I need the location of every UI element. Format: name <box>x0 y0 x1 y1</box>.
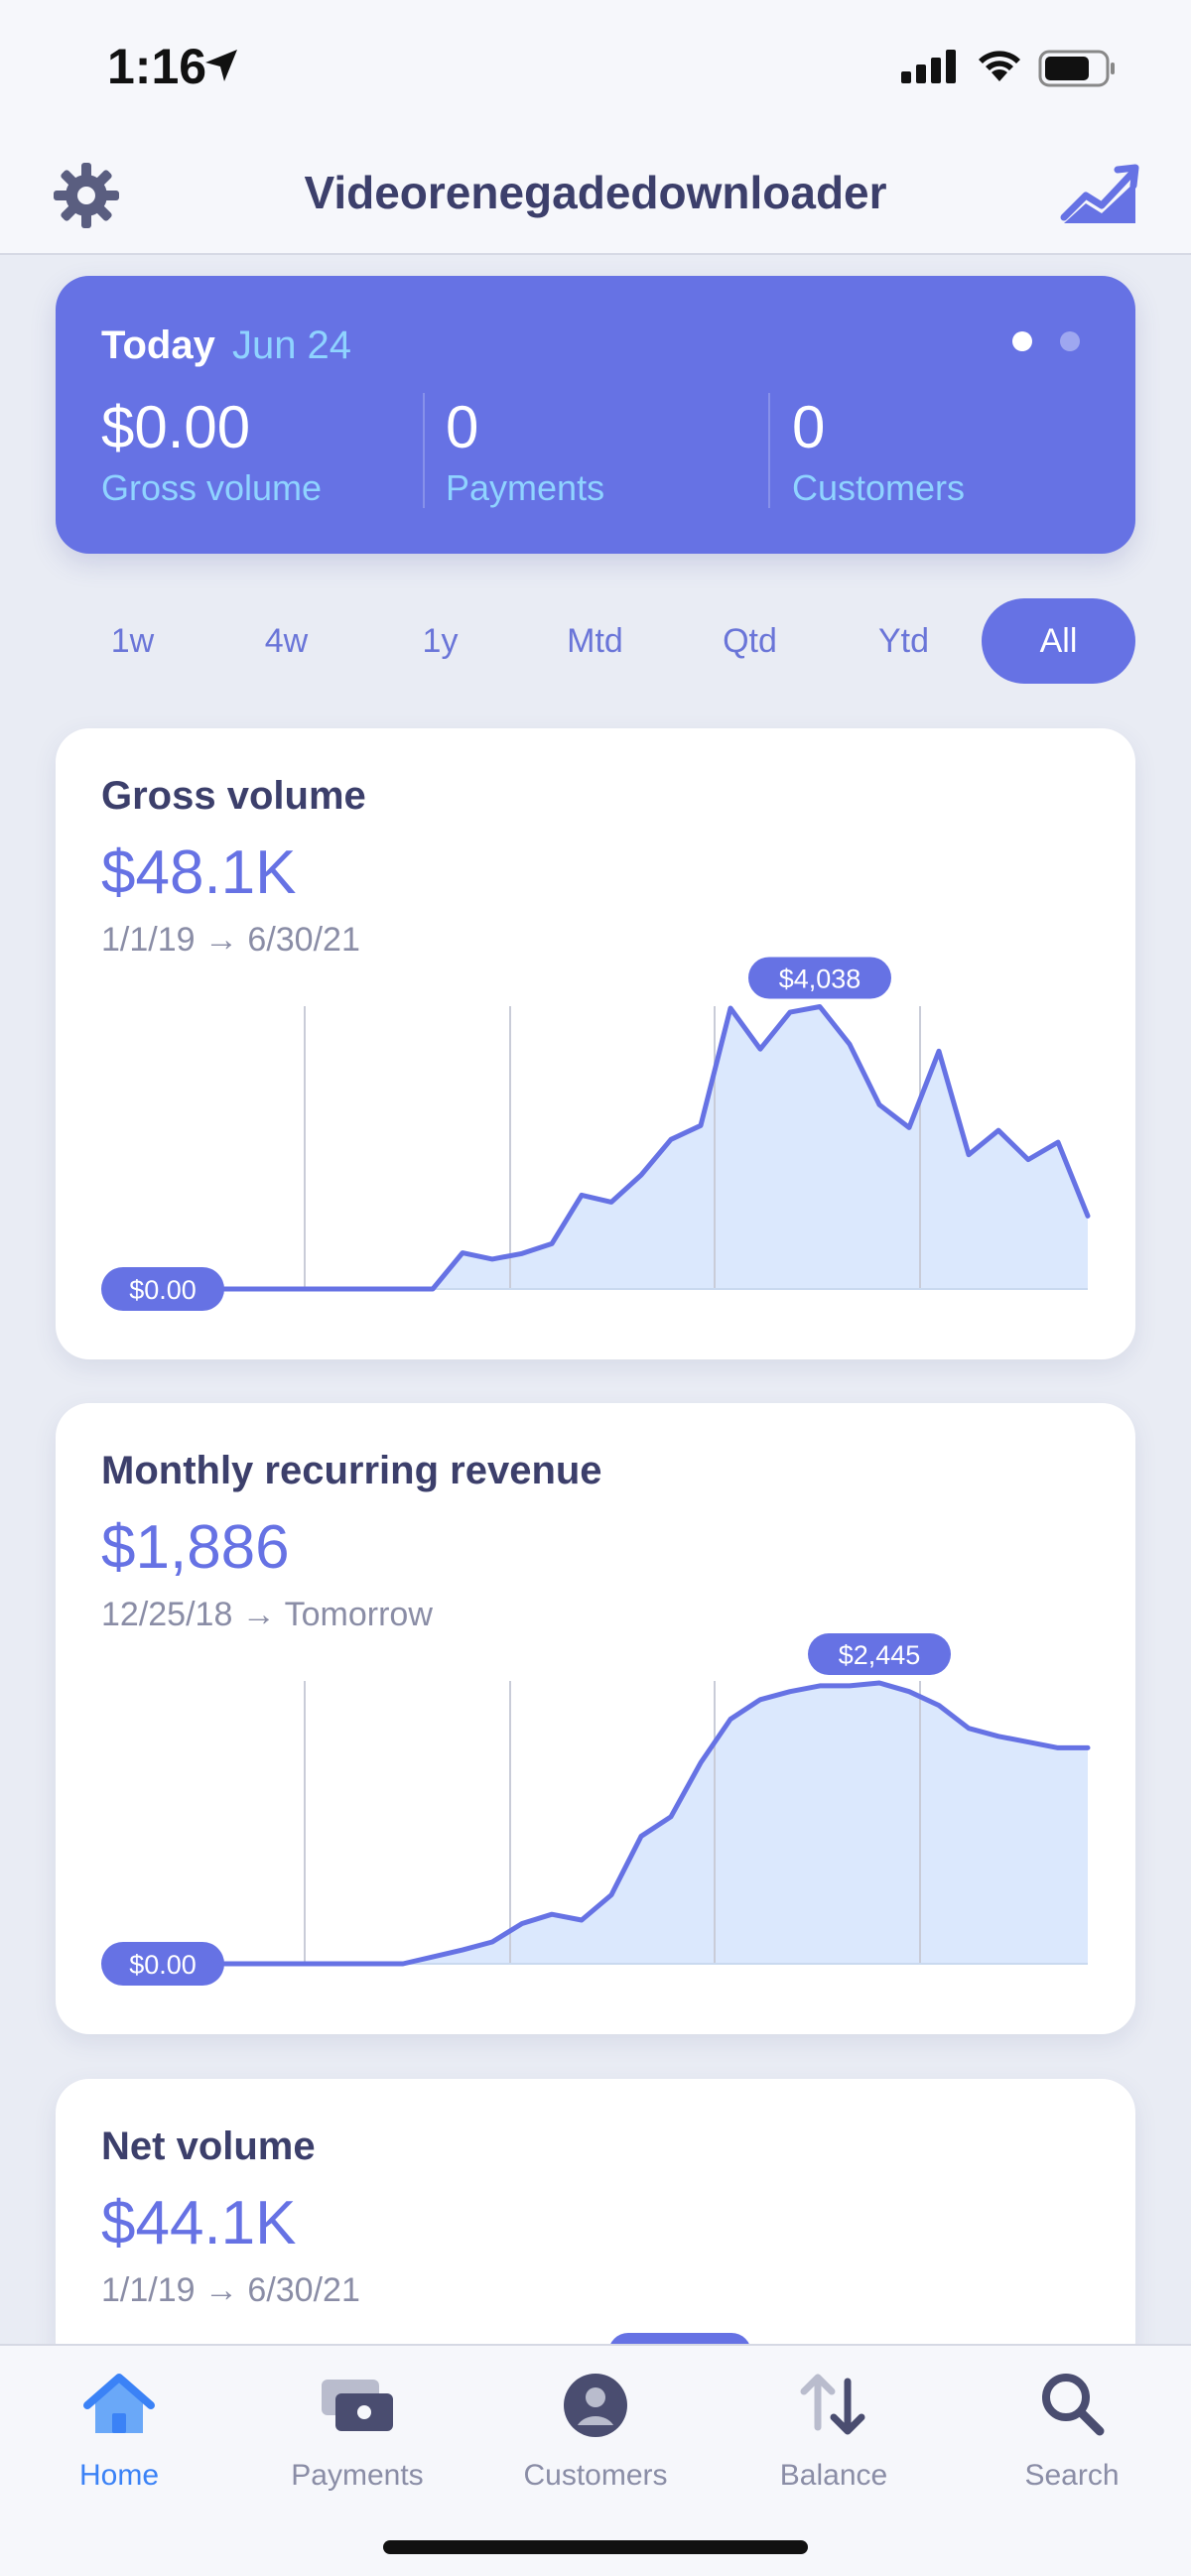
range-all-button[interactable]: All <box>982 598 1135 684</box>
status-bar: 1:16 <box>0 0 1191 134</box>
today-label: Today <box>101 323 215 367</box>
settings-gear-icon[interactable] <box>52 161 121 230</box>
range-1w-button[interactable]: 1w <box>110 622 155 660</box>
card-title: Net volume <box>101 2125 316 2168</box>
card-date-range: 1/1/19 → 6/30/21 <box>101 921 360 959</box>
gross-volume-chart: $0.00 $4,038 <box>101 957 1091 1311</box>
net-volume-chart-peek <box>608 2333 751 2373</box>
mrr-card[interactable]: Monthly recurring revenue $1,886 12/25/1… <box>56 1403 1135 2034</box>
chart-min-label: $0.00 <box>101 1267 224 1311</box>
card-title: Monthly recurring revenue <box>101 1449 602 1492</box>
trending-chart-icon[interactable] <box>1060 158 1139 227</box>
today-heading: Today Jun 24 <box>101 323 351 368</box>
today-customers-label: Customers <box>792 467 966 508</box>
tab-search[interactable]: Search <box>953 2346 1191 2505</box>
tab-label: Payments <box>291 2459 424 2492</box>
tab-balance[interactable]: Balance <box>715 2346 953 2505</box>
card-value: $44.1K <box>101 2189 297 2257</box>
chart-peak-pill <box>808 1633 951 1675</box>
cellular-signal-icon <box>901 50 956 83</box>
today-gross-volume-value: $0.00 <box>101 394 251 460</box>
tab-payments[interactable]: Payments <box>238 2346 476 2505</box>
payments-icon <box>322 2380 393 2431</box>
card-value: $48.1K <box>101 838 297 907</box>
chart-peak-text: $4,038 <box>779 964 861 993</box>
chart-peak-label: $2,445 <box>808 1633 951 1675</box>
tab-label: Balance <box>779 2459 888 2492</box>
today-summary-card[interactable]: Today Jun 24 $0.00 Gross volume 0 Paymen… <box>56 276 1135 554</box>
wifi-icon <box>979 51 1020 81</box>
range-mtd-button[interactable]: Mtd <box>567 622 623 660</box>
page-indicator[interactable] <box>1012 331 1080 351</box>
tab-home[interactable]: Home <box>0 2346 238 2505</box>
chart-area-fill <box>224 1006 1088 1289</box>
search-icon <box>1042 2374 1105 2436</box>
chart-peak-pill <box>748 957 891 999</box>
gross-volume-card[interactable]: Gross volume $48.1K 1/1/19 → 6/30/21 $0.… <box>56 728 1135 1359</box>
tab-label: Customers <box>523 2459 668 2492</box>
status-time: 1:16 <box>107 39 207 94</box>
stat-divider <box>768 393 770 508</box>
chart-series-line <box>221 1004 1091 1292</box>
chart-min-pill <box>101 1267 224 1311</box>
range-1y-button[interactable]: 1y <box>422 622 459 660</box>
net-volume-card[interactable]: Net volume $44.1K 1/1/19 → 6/30/21 <box>56 2079 1135 2377</box>
today-customers: 0 Customers <box>792 393 965 509</box>
balance-icon <box>800 2374 865 2435</box>
customer-icon <box>564 2374 627 2437</box>
navigation-bar: Videorenegadedownloader <box>0 134 1191 255</box>
chart-min-label: $0.00 <box>101 1942 224 1986</box>
tab-label: Search <box>1024 2459 1120 2492</box>
chart-peak-label: $4,038 <box>748 957 891 999</box>
chart-min-text: $0.00 <box>129 1950 197 1980</box>
tab-customers[interactable]: Customers <box>476 2346 715 2505</box>
home-icon <box>83 2374 155 2433</box>
home-indicator[interactable] <box>383 2540 808 2554</box>
today-customers-value: 0 <box>792 394 826 460</box>
chart-min-pill <box>101 1942 224 1986</box>
tab-bar: Home Payments Customers Balance Search <box>0 2344 1191 2576</box>
tab-label: Home <box>78 2459 160 2492</box>
location-arrow-icon <box>205 50 237 81</box>
today-payments-label: Payments <box>446 467 605 508</box>
app-title: Videorenegadedownloader <box>304 167 887 218</box>
chart-min-text: $0.00 <box>129 1275 197 1305</box>
card-title: Gross volume <box>101 774 366 818</box>
today-date: Jun 24 <box>231 323 352 367</box>
page-dot-active <box>1012 331 1032 351</box>
chart-area-fill <box>224 1683 1088 1964</box>
stat-divider <box>423 393 425 508</box>
today-gross-volume: $0.00 Gross volume <box>101 393 322 509</box>
page-dot <box>1060 331 1080 351</box>
range-ytd-button[interactable]: Ytd <box>877 622 930 660</box>
card-value: $1,886 <box>101 1513 290 1582</box>
mrr-chart: $0.00 $2,445 <box>101 1633 1091 1986</box>
date-range-selector: 1w 4w 1y Mtd Qtd Ytd All <box>56 598 1135 684</box>
today-gross-volume-label: Gross volume <box>101 467 323 508</box>
range-4w-button[interactable]: 4w <box>264 622 309 660</box>
battery-icon <box>1038 50 1115 87</box>
card-date-range: 1/1/19 → 6/30/21 <box>101 2271 360 2309</box>
range-qtd-button[interactable]: Qtd <box>723 622 777 660</box>
chart-series-line <box>221 1680 1091 1967</box>
chart-peak-text: $2,445 <box>839 1640 921 1670</box>
today-payments: 0 Payments <box>446 393 604 509</box>
card-date-range: 12/25/18 → Tomorrow <box>101 1596 433 1633</box>
today-payments-value: 0 <box>446 394 479 460</box>
